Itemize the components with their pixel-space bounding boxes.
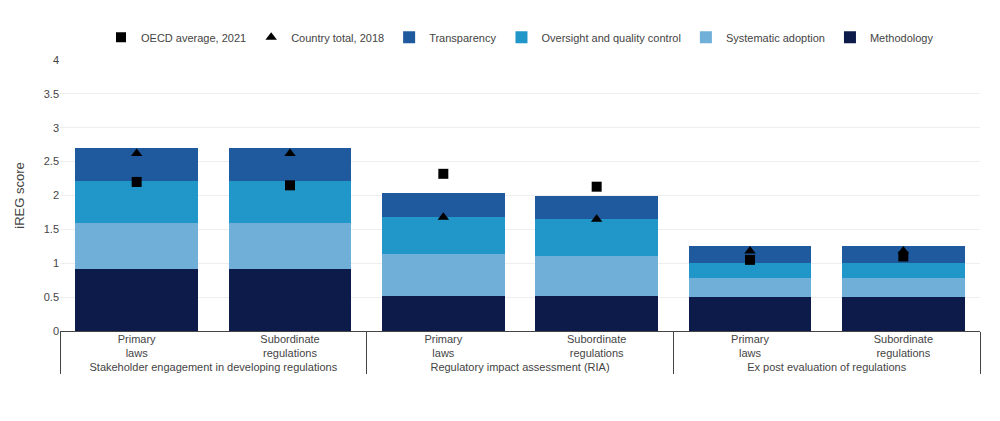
svg-text:1.5: 1.5: [44, 223, 59, 235]
svg-text:Subordinateregulations: Subordinateregulations: [874, 333, 933, 359]
svg-text:3: 3: [53, 122, 59, 134]
svg-text:Stakeholder engagement in deve: Stakeholder engagement in developing reg…: [89, 361, 337, 373]
svg-text:4: 4: [53, 54, 59, 66]
svg-text:Subordinateregulations: Subordinateregulations: [567, 333, 626, 359]
svg-text:Transparency: Transparency: [429, 32, 496, 44]
svg-text:Subordinateregulations: Subordinateregulations: [260, 333, 319, 359]
svg-text:Oversight and quality control: Oversight and quality control: [541, 32, 680, 44]
svg-text:Primarylaws: Primarylaws: [731, 333, 769, 359]
svg-text:2: 2: [53, 189, 59, 201]
svg-text:Country total, 2018: Country total, 2018: [291, 32, 384, 44]
svg-text:Ex post evaluation of regulati: Ex post evaluation of regulations: [747, 361, 906, 373]
svg-text:0: 0: [53, 325, 59, 337]
svg-text:1: 1: [53, 257, 59, 269]
svg-text:2.5: 2.5: [44, 155, 59, 167]
svg-text:0.5: 0.5: [44, 291, 59, 303]
svg-text:Systematic adoption: Systematic adoption: [726, 32, 825, 44]
svg-text:Methodology: Methodology: [870, 32, 933, 44]
svg-text:Regulatory impact assessment (: Regulatory impact assessment (RIA): [430, 361, 609, 373]
svg-text:iREG score: iREG score: [12, 162, 27, 228]
svg-text:3.5: 3.5: [44, 88, 59, 100]
svg-text:OECD average, 2021: OECD average, 2021: [141, 32, 246, 44]
svg-text:Primarylaws: Primarylaws: [424, 333, 462, 359]
svg-text:Primarylaws: Primarylaws: [118, 333, 156, 359]
